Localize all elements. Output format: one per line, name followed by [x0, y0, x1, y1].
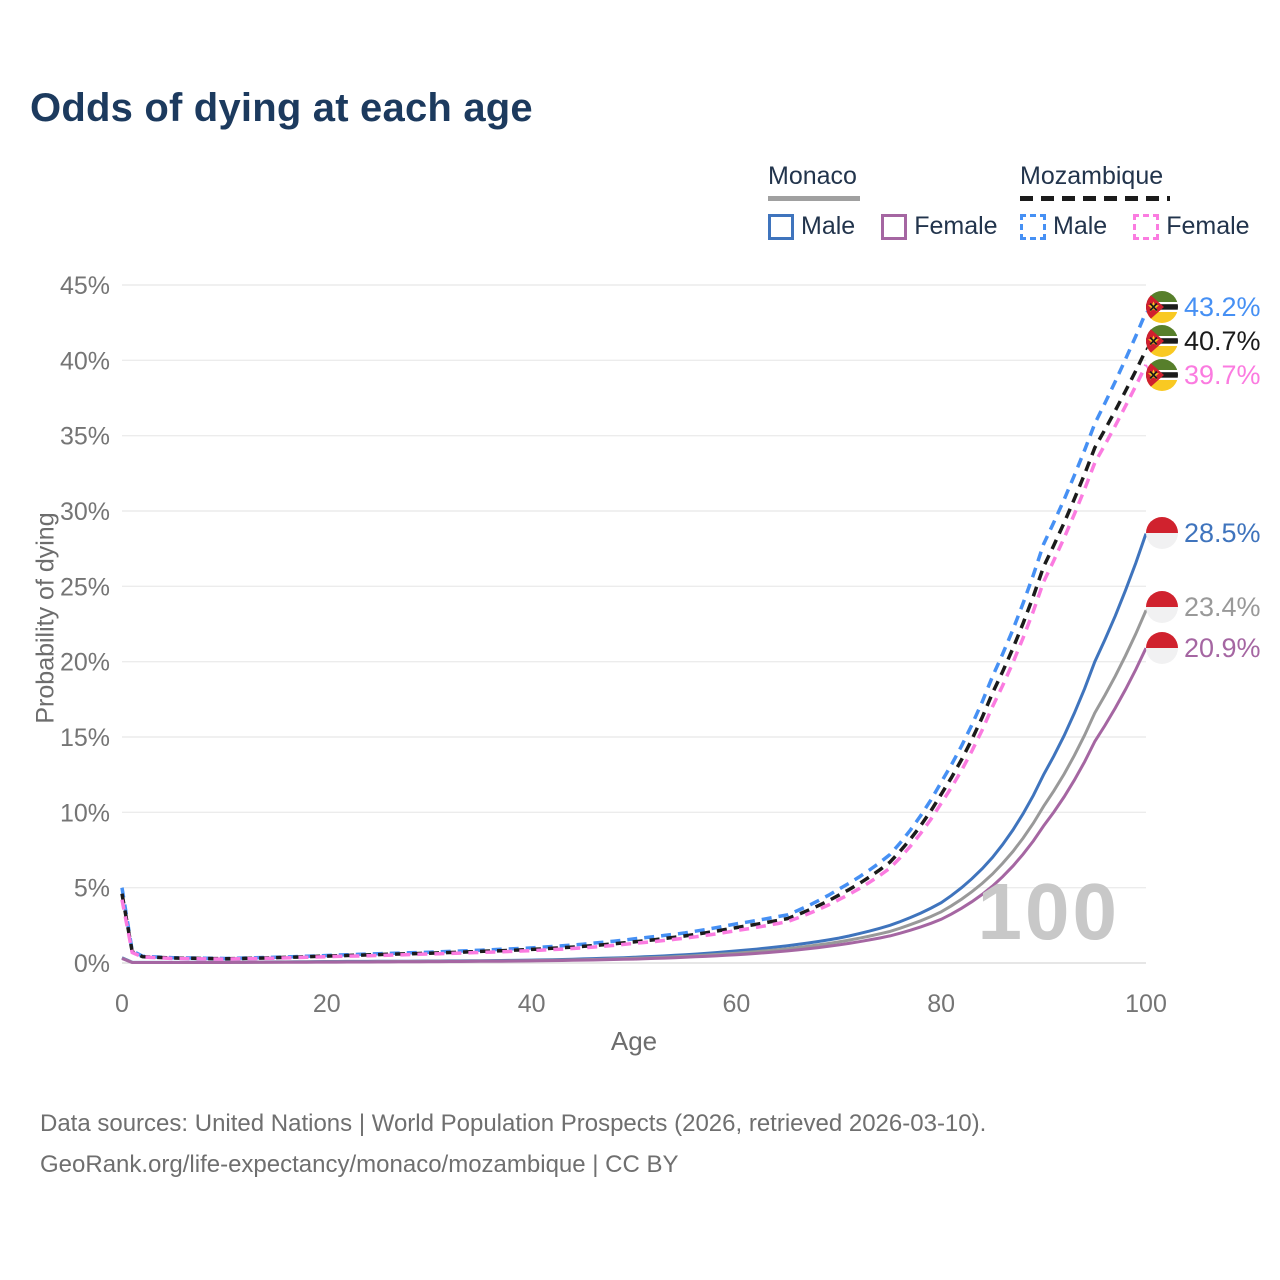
end-label-mozambique-female: 39.7%	[1146, 359, 1261, 391]
legend-item-monaco-male[interactable]: Male	[768, 212, 855, 241]
mozambique-flag-icon	[1146, 291, 1178, 323]
end-label-value: 40.7%	[1184, 325, 1261, 356]
y-tick-label: 0%	[74, 950, 110, 978]
mozambique-male-swatch-icon	[1020, 213, 1046, 240]
monaco-solid-line-swatch	[768, 196, 860, 201]
series-path-mozambique-both-sexes	[120, 349, 1148, 961]
legend-item-mozambique-female[interactable]: Female	[1133, 212, 1250, 241]
series-path-monaco-female	[121, 647, 1148, 964]
data-source-footer: Data sources: United Nations | World Pop…	[40, 1104, 986, 1186]
monaco-flag-icon	[1146, 632, 1178, 664]
x-tick-label: 60	[722, 990, 750, 1018]
series-path-mozambique-male	[120, 311, 1148, 961]
x-tick-label: 100	[1125, 990, 1167, 1018]
mozambique-flag-icon	[1146, 325, 1178, 357]
y-tick-label: 15%	[60, 724, 110, 752]
y-tick-label: 45%	[60, 272, 110, 300]
end-label-monaco-male: 28.5%	[1146, 517, 1261, 549]
legend-item-monaco-female[interactable]: Female	[881, 212, 998, 241]
end-label-value: 43.2%	[1184, 291, 1261, 322]
end-label-value: 39.7%	[1184, 359, 1261, 390]
legend-group-title-mozambique: Mozambique	[1020, 162, 1164, 190]
y-tick-label: 30%	[60, 498, 110, 526]
mozambique-dashed-line-swatch	[1020, 196, 1170, 201]
end-label-monaco-both: 23.4%	[1146, 591, 1261, 623]
age-watermark: 100	[977, 867, 1120, 956]
legend-group-mozambique: Mozambique Male Female	[1020, 162, 1250, 241]
footer-line-2: GeoRank.org/life-expectancy/monaco/mozam…	[40, 1150, 679, 1178]
y-axis-title: Probability of dying	[31, 512, 60, 724]
end-label-mozambique-both: 40.7%	[1146, 325, 1261, 357]
y-tick-label: 35%	[60, 423, 110, 451]
mozambique-flag-icon	[1146, 359, 1178, 391]
monaco-female-swatch-icon	[881, 213, 908, 240]
legend-item-mozambique-male[interactable]: Male	[1020, 212, 1107, 241]
end-label-value: 28.5%	[1184, 517, 1261, 548]
y-tick-label: 40%	[60, 347, 110, 375]
end-label-value: 20.9%	[1184, 632, 1261, 663]
x-tick-label: 0	[115, 990, 129, 1018]
x-tick-label: 80	[927, 990, 955, 1018]
legend-label: Female	[914, 212, 998, 240]
monaco-flag-icon	[1146, 517, 1178, 549]
end-label-mozambique-male: 43.2%	[1146, 291, 1261, 323]
legend-label: Male	[1053, 212, 1108, 240]
end-label-monaco-female: 20.9%	[1146, 632, 1261, 664]
x-tick-label: 40	[518, 990, 546, 1018]
y-tick-label: 5%	[74, 875, 110, 903]
legend-label: Male	[801, 212, 856, 240]
monaco-flag-icon	[1146, 591, 1178, 623]
legend-group-title-monaco: Monaco	[768, 162, 857, 190]
monaco-male-swatch-icon	[768, 213, 794, 240]
y-tick-label: 25%	[60, 573, 110, 601]
page-title: Odds of dying at each age	[30, 86, 533, 130]
mozambique-female-swatch-icon	[1133, 213, 1160, 240]
y-tick-label: 20%	[60, 649, 110, 677]
legend-label: Female	[1166, 212, 1250, 240]
legend-group-monaco: Monaco Male Female	[768, 162, 998, 241]
y-tick-label: 10%	[60, 799, 110, 827]
x-tick-label: 20	[313, 990, 341, 1018]
footer-line-1: Data sources: United Nations | World Pop…	[40, 1110, 987, 1137]
x-axis-title: Age	[610, 1026, 658, 1056]
end-label-value: 23.4%	[1184, 591, 1261, 622]
